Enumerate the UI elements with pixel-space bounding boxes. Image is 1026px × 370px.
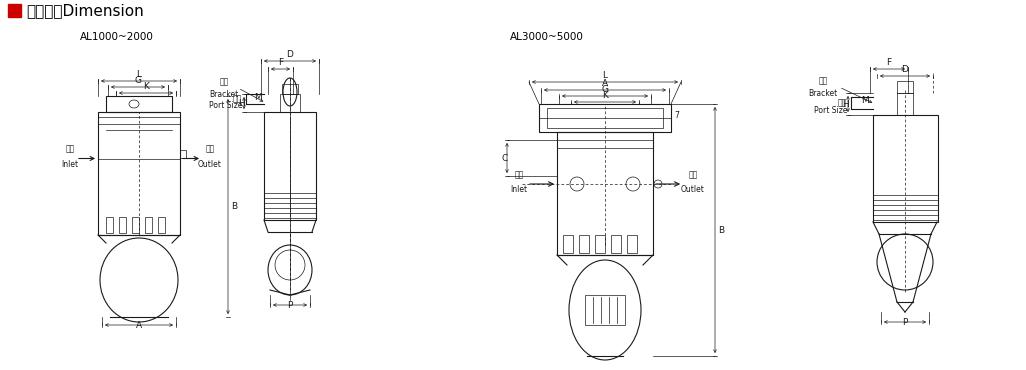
Text: 出口: 出口 — [205, 145, 214, 154]
Text: 外型尺寸Dimension: 外型尺寸Dimension — [26, 3, 144, 18]
Text: P: P — [902, 318, 908, 327]
Text: L: L — [136, 70, 142, 79]
Text: C: C — [501, 154, 507, 162]
Bar — [106, 96, 172, 112]
Text: F: F — [886, 58, 892, 67]
Bar — [873, 115, 938, 222]
Text: 口径: 口径 — [233, 94, 242, 104]
Bar — [547, 108, 663, 128]
Text: D: D — [286, 50, 293, 59]
Text: 7: 7 — [674, 111, 679, 120]
Text: L: L — [602, 71, 607, 80]
Text: K: K — [143, 82, 149, 91]
Bar — [132, 217, 139, 233]
Text: 口径: 口径 — [838, 98, 847, 108]
Text: Inlet: Inlet — [511, 185, 527, 194]
Bar — [282, 84, 298, 94]
Bar — [539, 104, 671, 132]
Bar — [563, 235, 573, 253]
Bar — [611, 235, 621, 253]
Text: H: H — [842, 100, 849, 108]
Text: 入口: 入口 — [514, 170, 523, 179]
Text: 托架: 托架 — [819, 76, 828, 85]
Text: B: B — [718, 225, 724, 235]
Bar — [557, 132, 653, 255]
Text: Bracket: Bracket — [209, 90, 239, 99]
Text: Outlet: Outlet — [198, 159, 222, 168]
Text: B: B — [231, 202, 237, 211]
Bar — [98, 112, 180, 235]
Text: 出口: 出口 — [688, 170, 698, 179]
Text: A: A — [602, 79, 608, 88]
Bar — [280, 94, 300, 112]
Text: Outlet: Outlet — [681, 185, 705, 194]
Text: AL1000~2000: AL1000~2000 — [80, 32, 154, 42]
Bar — [595, 235, 605, 253]
Bar — [158, 217, 165, 233]
Bar — [264, 112, 316, 220]
Text: AL3000~5000: AL3000~5000 — [510, 32, 584, 42]
Text: K: K — [602, 91, 608, 100]
Bar — [145, 217, 152, 233]
Text: 入口: 入口 — [66, 145, 75, 154]
Text: M: M — [254, 93, 262, 102]
Text: A: A — [135, 321, 142, 330]
Text: Port Size: Port Size — [208, 101, 242, 110]
Text: G: G — [601, 85, 608, 94]
Bar — [106, 217, 113, 233]
Bar — [897, 93, 913, 115]
Text: Port Size: Port Size — [814, 105, 847, 114]
Text: P: P — [287, 301, 292, 310]
Bar — [180, 149, 186, 158]
Text: 托架: 托架 — [220, 77, 229, 86]
Text: F: F — [278, 58, 283, 67]
Bar — [585, 295, 625, 325]
Bar — [8, 4, 21, 17]
Bar — [579, 235, 589, 253]
Text: G: G — [134, 76, 142, 85]
Text: Bracket: Bracket — [808, 89, 837, 98]
Text: D: D — [902, 65, 908, 74]
Text: M: M — [861, 95, 869, 104]
Text: H: H — [238, 98, 245, 108]
Bar — [119, 217, 126, 233]
Text: Inlet: Inlet — [62, 159, 79, 168]
Bar — [897, 81, 913, 93]
Bar — [627, 235, 637, 253]
